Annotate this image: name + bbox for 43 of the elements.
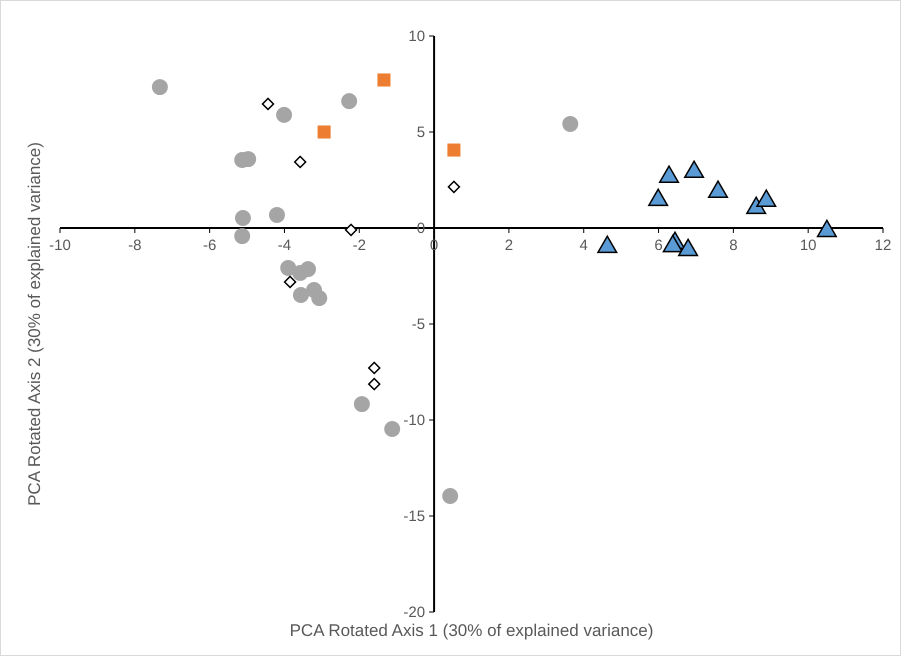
point [234, 210, 251, 226]
point [562, 116, 578, 132]
y-tick-label: 5 [416, 124, 426, 141]
point [284, 276, 296, 288]
point [341, 93, 358, 110]
point [292, 287, 309, 303]
point [280, 260, 296, 276]
y-tick-label: -20 [403, 604, 426, 621]
point [344, 224, 358, 236]
point [300, 261, 316, 278]
x-tick-label: 6 [654, 237, 663, 254]
x-tick-label: -8 [128, 237, 142, 254]
point [262, 98, 274, 110]
point [377, 73, 390, 86]
y-tick-label: 10 [408, 28, 426, 45]
y-tick-label: -10 [403, 412, 426, 429]
point [234, 228, 250, 244]
x-tick-label: -4 [278, 237, 292, 254]
x-tick-label: 12 [874, 237, 892, 254]
point [276, 106, 292, 123]
x-tick-label: -10 [49, 237, 71, 254]
point [368, 362, 380, 374]
point [318, 125, 331, 139]
point [311, 290, 328, 306]
point [442, 488, 458, 504]
point [384, 421, 400, 437]
point [268, 206, 285, 223]
x-tick-label: 10 [800, 237, 817, 254]
x-tick-label: 2 [504, 237, 514, 254]
x-tick-label: 4 [580, 237, 588, 254]
point [152, 79, 168, 96]
point [447, 144, 460, 157]
point [294, 156, 306, 168]
point [368, 378, 380, 390]
y-tick-label: -5 [412, 316, 426, 333]
y-axis-title: PCA Rotated Axis 2 (30% of explained variance) [25, 142, 44, 506]
x-tick-label: -2 [352, 237, 366, 254]
x-tick-label: -6 [202, 237, 216, 254]
point [448, 180, 460, 194]
x-tick-label: 8 [729, 237, 738, 254]
y-tick-label: -15 [403, 508, 426, 525]
x-axis-title: PCA Rotated Axis 1 (30% of explained variance) [290, 621, 654, 640]
point [354, 396, 370, 412]
